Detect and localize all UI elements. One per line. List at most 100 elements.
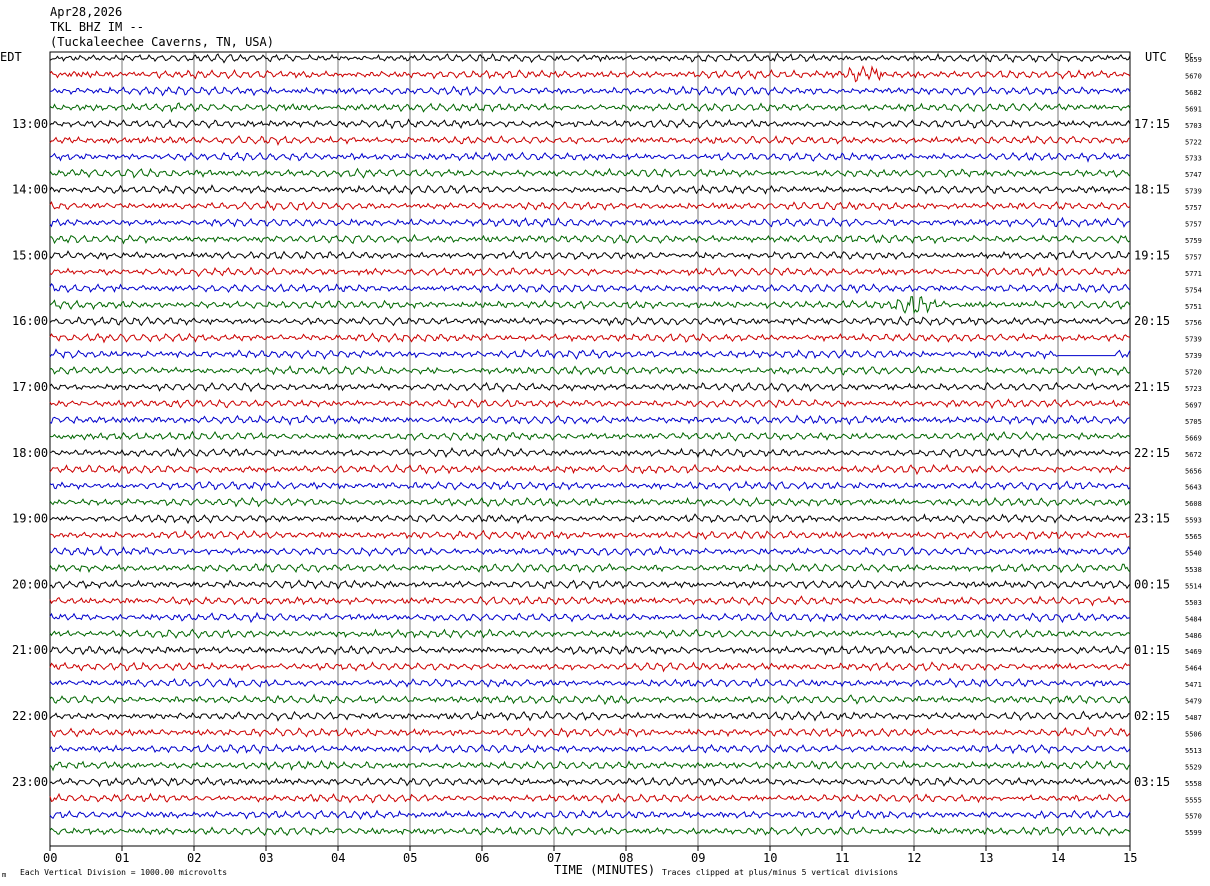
trace-row (49, 826, 1131, 837)
right-hour-labels: 17:15 18:15 19:15 20:15 21:15 22:15 23:15 00:15… (1134, 117, 1170, 789)
right-hour-label: 21:15 (1134, 380, 1170, 394)
dc-value: 5747 (1185, 171, 1202, 179)
dc-value: 5558 (1185, 780, 1202, 788)
x-tick-label: 15 (1123, 851, 1137, 865)
x-tick-label: 08 (619, 851, 633, 865)
trace-row (49, 184, 1131, 195)
dc-value: 5464 (1185, 665, 1202, 673)
dc-value: 5739 (1185, 188, 1202, 196)
trace-row (49, 348, 1131, 360)
dc-value: 5608 (1185, 500, 1202, 508)
dc-value: 5643 (1185, 484, 1202, 492)
trace-row (49, 135, 1131, 146)
trace-row (49, 645, 1131, 656)
x-tick-label: 07 (547, 851, 561, 865)
x-tick-label: 13 (979, 851, 993, 865)
dc-value: 5471 (1185, 681, 1202, 689)
x-tick-label: 01 (115, 851, 129, 865)
trace-row (50, 529, 1131, 541)
dc-value: 5757 (1185, 253, 1202, 261)
x-tick-label: 03 (259, 851, 273, 865)
dc-value: 5757 (1185, 221, 1202, 229)
trace-row (49, 661, 1131, 673)
x-tick-label: 02 (187, 851, 201, 865)
dc-value: 5540 (1185, 550, 1202, 558)
dc-value: 5754 (1185, 286, 1202, 294)
x-tick-label: 09 (691, 851, 705, 865)
corner-mark: m (2, 871, 6, 879)
left-hour-label: 17:00 (12, 380, 48, 394)
dc-value: 5670 (1185, 72, 1202, 80)
right-hour-label: 23:15 (1134, 512, 1170, 526)
x-tick-label: 10 (763, 851, 777, 865)
left-hour-label: 18:00 (12, 446, 48, 460)
dc-value: 5691 (1185, 105, 1202, 113)
location-label: (Tuckaleechee Caverns, TN, USA) (50, 35, 274, 49)
trace-row (49, 562, 1131, 574)
trace-row (49, 200, 1131, 212)
dc-value: 5723 (1185, 385, 1202, 393)
dc-value: 5479 (1185, 698, 1202, 706)
dc-value: 5672 (1185, 451, 1202, 459)
trace-row (49, 496, 1131, 508)
right-hour-label: 03:15 (1134, 775, 1170, 789)
trace-row (50, 85, 1131, 97)
date-label: Apr28,2026 (50, 5, 122, 19)
trace-row (49, 315, 1131, 327)
dc-value: 5538 (1185, 566, 1202, 574)
dc-value: 5756 (1185, 319, 1202, 327)
x-tick-label: 12 (907, 851, 921, 865)
trace-row (49, 102, 1131, 113)
trace-row (49, 545, 1131, 557)
station-label: TKL BHZ IM -- (50, 20, 144, 34)
dc-value: 5771 (1185, 270, 1202, 278)
dc-value: 5593 (1185, 517, 1202, 525)
trace-row (49, 118, 1131, 130)
left-hour-label: 22:00 (12, 709, 48, 723)
trace-row (49, 266, 1131, 278)
dc-value: 5555 (1185, 796, 1202, 804)
right-hour-label: 20:15 (1134, 314, 1170, 328)
seismic-traces (49, 52, 1131, 837)
dc-value: 5514 (1185, 582, 1202, 590)
trace-row (49, 611, 1131, 624)
trace-row (49, 65, 1131, 83)
dc-value: 5757 (1185, 204, 1202, 212)
dc-value: 5669 (1185, 434, 1202, 442)
left-hour-labels: 13:00 14:00 15:00 16:00 17:00 18:00 19:00 20:00… (12, 117, 48, 789)
dc-value: 5682 (1185, 89, 1202, 97)
dc-value: 5656 (1185, 467, 1202, 475)
dc-value: 5659 (1185, 56, 1202, 64)
trace-row (49, 480, 1131, 492)
right-hour-label: 22:15 (1134, 446, 1170, 460)
trace-row (49, 743, 1131, 755)
clip-note: Traces clipped at plus/minus 5 vertical … (662, 868, 898, 877)
right-hour-label: 18:15 (1134, 183, 1170, 197)
x-tick-label: 05 (403, 851, 417, 865)
right-hour-label: 02:15 (1134, 709, 1170, 723)
trace-row (49, 216, 1131, 228)
dc-header-label: DC (1185, 52, 1193, 60)
trace-row (49, 726, 1131, 738)
left-hour-label: 15:00 (12, 248, 48, 262)
x-tick-label: 00 (43, 851, 57, 865)
left-hour-label: 23:00 (12, 775, 48, 789)
trace-row (49, 595, 1131, 607)
x-tick-label: 06 (475, 851, 489, 865)
trace-row (49, 430, 1131, 442)
left-timezone-label: EDT (0, 50, 22, 64)
dc-value: 5506 (1185, 730, 1202, 738)
left-hour-label: 21:00 (12, 643, 48, 657)
dc-value: 5703 (1185, 122, 1202, 130)
dc-value: 5733 (1185, 155, 1202, 163)
trace-row (49, 693, 1131, 706)
trace-row (49, 809, 1131, 820)
trace-row (49, 792, 1131, 804)
left-hour-label: 20:00 (12, 577, 48, 591)
dc-value: 5469 (1185, 648, 1202, 656)
plot-frame (49, 51, 1131, 847)
trace-row (49, 398, 1131, 410)
dc-value: 5513 (1185, 747, 1202, 755)
x-tick-label: 04 (331, 851, 345, 865)
